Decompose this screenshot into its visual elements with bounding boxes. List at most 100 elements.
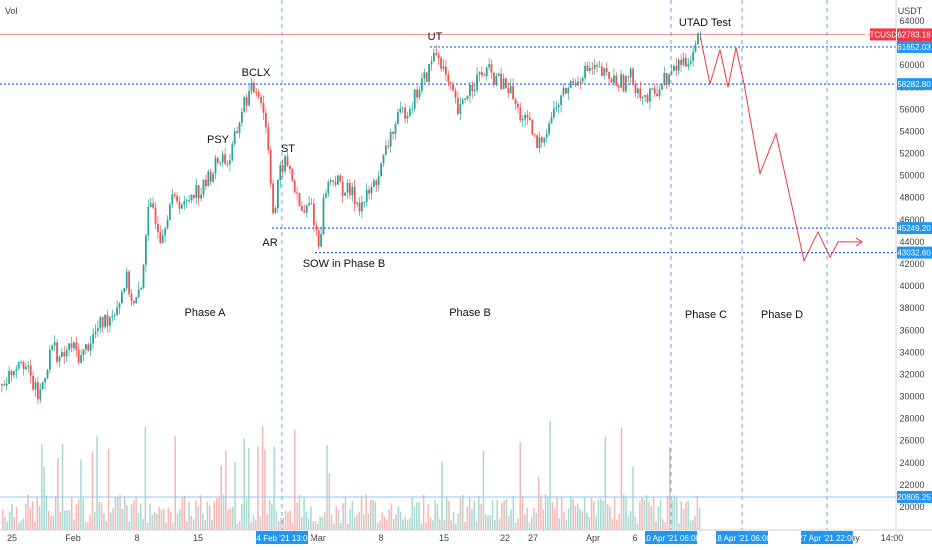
volume-bar-239 <box>551 502 554 530</box>
volume-bar-142 <box>328 473 331 530</box>
volume-bar-250 <box>577 503 579 530</box>
candle-body-114 <box>274 208 277 213</box>
volume-bar-147 <box>340 523 342 530</box>
volume-bar-7 <box>18 522 20 530</box>
volume-bar-27 <box>64 510 66 530</box>
price-axis[interactable]: 20000 22000 24000 26000 28000 30000 32000 34000… <box>895 0 925 530</box>
candle-body-234 <box>562 87 565 96</box>
volume-bar-177 <box>409 518 411 530</box>
volume-bar-249 <box>574 505 577 530</box>
volume-bar-66 <box>153 512 156 530</box>
candle-body-200 <box>481 72 483 76</box>
volume-bar-24 <box>57 457 59 530</box>
volume-bar-205 <box>473 501 475 530</box>
volume-bar-45 <box>105 521 107 530</box>
candle-body-83 <box>200 194 202 199</box>
candle-body-192 <box>461 99 464 105</box>
candle-body-72 <box>173 194 176 196</box>
volume-bar-153 <box>353 517 356 530</box>
candle-body-215 <box>517 103 519 108</box>
candle-body-272 <box>653 88 656 94</box>
volume-bar-174 <box>402 519 404 530</box>
volume-bar-173 <box>399 511 402 530</box>
volume-bar-2 <box>6 521 9 530</box>
level-tag-3: 43032.60 <box>897 249 931 258</box>
volume-bar-283 <box>652 497 655 530</box>
volume-bar-181 <box>418 502 420 530</box>
candle-body-156 <box>375 180 378 186</box>
candle-body-149 <box>358 202 361 212</box>
candle-body-176 <box>423 72 426 79</box>
candle-body-279 <box>670 71 673 75</box>
candle-body-214 <box>514 99 517 104</box>
candle-body-270 <box>649 88 651 102</box>
candle-body-263 <box>632 68 634 84</box>
candle-body-112 <box>269 150 272 184</box>
volume-bar-284 <box>655 521 657 530</box>
candle-body-75 <box>181 205 183 209</box>
candle-body-142 <box>341 181 344 196</box>
candle-body-17 <box>41 382 44 390</box>
candle-body-54 <box>130 293 133 301</box>
volume-bar-187 <box>432 520 434 530</box>
candle-body-233 <box>560 95 562 106</box>
volume-bar-196 <box>452 512 455 530</box>
volume-bar-281 <box>648 501 650 530</box>
candle-body-210 <box>505 78 507 89</box>
candle-body-221 <box>531 119 534 135</box>
candle-body-147 <box>353 186 356 204</box>
candle-body-254 <box>610 79 613 83</box>
candle-body-131 <box>315 225 318 231</box>
axis-tags: BTCUSDT62783.1802:09:1961652.0358282.804… <box>864 28 932 503</box>
volume-bar-194 <box>448 501 450 530</box>
last-price-symbol: BTCUSDT <box>864 30 902 39</box>
volume-bar-210 <box>485 513 487 530</box>
level-tag-0: 61652.03 <box>897 43 931 52</box>
candle-body-99 <box>238 122 241 133</box>
candle-body-244 <box>586 65 589 71</box>
volume-bar-143 <box>330 515 333 530</box>
volume-bar-209 <box>482 450 485 530</box>
candle-body-122 <box>293 180 296 193</box>
volume-bar-218 <box>503 500 505 530</box>
candle-body-199 <box>478 72 481 75</box>
candle-body-86 <box>207 171 210 187</box>
candle-body-129 <box>310 203 313 205</box>
candle-body-91 <box>219 162 222 164</box>
candle-body-144 <box>346 182 349 193</box>
volume-bar-145 <box>335 505 337 530</box>
date-tag-bg-3 <box>801 531 853 544</box>
volume-bar-300 <box>692 519 694 530</box>
volume-bar-107 <box>248 448 250 530</box>
candle-body-275 <box>661 84 663 90</box>
price-tick-22: 64000 <box>899 16 924 26</box>
volume-bar-253 <box>583 496 586 530</box>
candle-body-10 <box>25 366 27 369</box>
candle-body-21 <box>51 345 54 350</box>
candle-body-67 <box>161 235 164 243</box>
volume-bar-67 <box>156 513 158 530</box>
candle-body-290 <box>697 33 699 45</box>
volume-bar-82 <box>190 515 193 530</box>
annotation-5: UT <box>428 31 443 43</box>
volume-bar-29 <box>68 509 71 530</box>
candle-body-278 <box>668 74 670 85</box>
volume-bar-41 <box>96 436 98 530</box>
volume-bar-162 <box>374 501 377 530</box>
volume-bar-178 <box>411 497 413 530</box>
volume-bar-86 <box>199 495 202 530</box>
phase-label-0: Phase A <box>185 307 227 319</box>
volume-bar-297 <box>685 502 687 530</box>
volume-bar-114 <box>264 449 266 530</box>
candle-body-143 <box>344 192 346 196</box>
volume-bar-237 <box>547 496 549 530</box>
volume-bar-44 <box>103 513 105 530</box>
volume-bar-53 <box>123 496 126 530</box>
candle-body-185 <box>445 66 447 75</box>
candle-body-207 <box>497 73 500 76</box>
volume-bar-228 <box>526 507 528 530</box>
volume-bar-188 <box>434 499 436 530</box>
candle-body-219 <box>526 114 529 118</box>
